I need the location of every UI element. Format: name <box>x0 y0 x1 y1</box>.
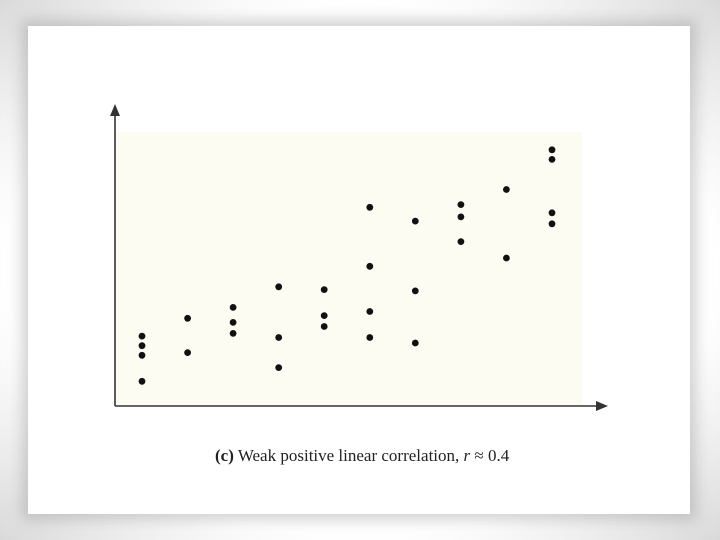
caption-tag: (c) <box>215 446 234 465</box>
data-point <box>275 283 283 291</box>
data-point <box>548 209 556 217</box>
caption-approx: ≈ 0.4 <box>474 446 510 465</box>
data-point <box>366 203 374 211</box>
data-point <box>138 377 146 385</box>
data-point <box>366 308 374 315</box>
data-point <box>184 314 192 322</box>
data-point <box>548 146 556 154</box>
data-point <box>411 217 419 225</box>
data-point <box>138 351 146 359</box>
data-point <box>275 364 283 371</box>
data-point <box>184 349 192 356</box>
data-point <box>138 332 146 340</box>
data-point <box>138 342 146 350</box>
caption-r-symbol: r <box>463 446 471 465</box>
data-point <box>548 156 556 163</box>
scatter-chart <box>110 104 608 411</box>
data-point <box>229 330 237 337</box>
caption-text: Weak positive linear correlation, <box>237 446 460 465</box>
data-point <box>457 238 465 246</box>
data-point <box>320 312 328 319</box>
x-axis-arrow <box>596 401 608 411</box>
data-point <box>503 186 510 193</box>
chart-caption: (c) Weak positive linear correlation, r … <box>215 446 509 466</box>
data-point <box>411 339 419 347</box>
slide: (c) Weak positive linear correlation, r … <box>28 26 690 514</box>
data-point <box>275 334 283 341</box>
data-point <box>229 319 237 326</box>
data-point <box>548 220 556 228</box>
data-point <box>229 304 237 311</box>
data-point <box>366 334 374 341</box>
data-point <box>320 286 328 293</box>
plot-area <box>115 132 582 405</box>
data-point <box>457 201 465 209</box>
data-point <box>366 262 374 270</box>
data-point <box>503 254 510 262</box>
data-point <box>457 213 465 221</box>
y-axis-arrow <box>110 104 120 116</box>
data-point <box>320 323 328 330</box>
data-points <box>138 146 556 385</box>
data-point <box>411 287 419 295</box>
